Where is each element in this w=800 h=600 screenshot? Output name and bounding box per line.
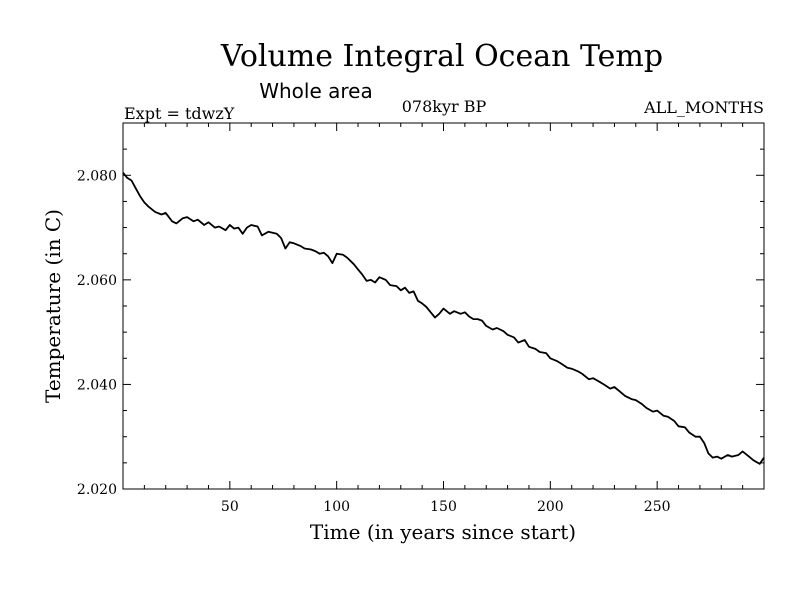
plot-frame [122, 122, 765, 490]
y-tick-label: 2.040 [77, 377, 117, 393]
axes: 50 100 150 200 250 2.020 2.040 2.060 2.080 [77, 123, 764, 515]
x-tick-label: 250 [644, 499, 671, 515]
period-label: 078kyr BP [402, 97, 487, 116]
x-tick-label: 50 [221, 499, 239, 515]
y-tick-label: 2.020 [77, 482, 117, 498]
months-label: ALL_MONTHS [643, 98, 764, 117]
series-layer [122, 172, 765, 465]
x-tick-label: 150 [430, 499, 457, 515]
chart-subtitle: Whole area [259, 79, 373, 103]
chart-title: Volume Integral Ocean Temp [220, 39, 663, 74]
y-axis-label: Temperature (in C) [41, 209, 65, 403]
experiment-label: Expt = tdwzY [124, 104, 235, 123]
x-axis-label: Time (in years since start) [310, 520, 576, 544]
x-tick-label: 200 [537, 499, 564, 515]
y-tick-label: 2.080 [77, 168, 117, 184]
y-tick-label: 2.060 [77, 273, 117, 289]
temperature-series-line [122, 172, 765, 465]
x-tick-label: 100 [323, 499, 350, 515]
